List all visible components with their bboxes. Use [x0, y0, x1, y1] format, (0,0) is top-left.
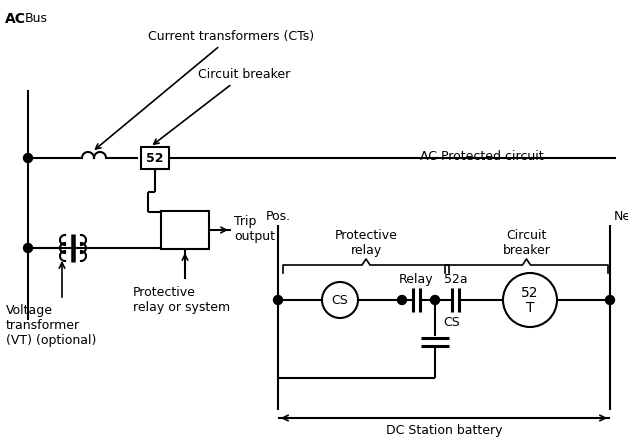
- Circle shape: [431, 295, 440, 304]
- Text: Voltage
transformer
(VT) (optional): Voltage transformer (VT) (optional): [6, 304, 96, 347]
- Text: DC Station battery: DC Station battery: [386, 424, 502, 437]
- Text: Trip
output: Trip output: [234, 215, 275, 243]
- Text: 52: 52: [521, 286, 539, 300]
- Circle shape: [398, 295, 406, 304]
- Bar: [161, 211, 209, 249]
- Text: CS: CS: [443, 315, 460, 329]
- Circle shape: [23, 154, 33, 163]
- Text: AC Protected circuit: AC Protected circuit: [420, 149, 544, 163]
- Text: Circuit
breaker: Circuit breaker: [502, 229, 550, 257]
- Text: CS: CS: [332, 294, 349, 307]
- Text: Current transformers (CTs): Current transformers (CTs): [95, 30, 314, 149]
- Text: AC: AC: [5, 12, 26, 26]
- Circle shape: [274, 295, 283, 304]
- Text: 52a: 52a: [444, 273, 467, 286]
- Text: Protective
relay: Protective relay: [335, 229, 398, 257]
- Text: Relay: Relay: [399, 273, 434, 286]
- Text: 52: 52: [146, 152, 164, 164]
- Circle shape: [605, 295, 615, 304]
- Text: Circuit breaker: Circuit breaker: [154, 68, 290, 144]
- Bar: [141, 147, 169, 169]
- Text: Protective
relay or system: Protective relay or system: [133, 286, 230, 314]
- Text: T: T: [526, 301, 534, 315]
- Circle shape: [23, 244, 33, 253]
- Text: Bus: Bus: [25, 12, 48, 25]
- Text: Pos.: Pos.: [266, 210, 291, 223]
- Text: Neg.: Neg.: [614, 210, 628, 223]
